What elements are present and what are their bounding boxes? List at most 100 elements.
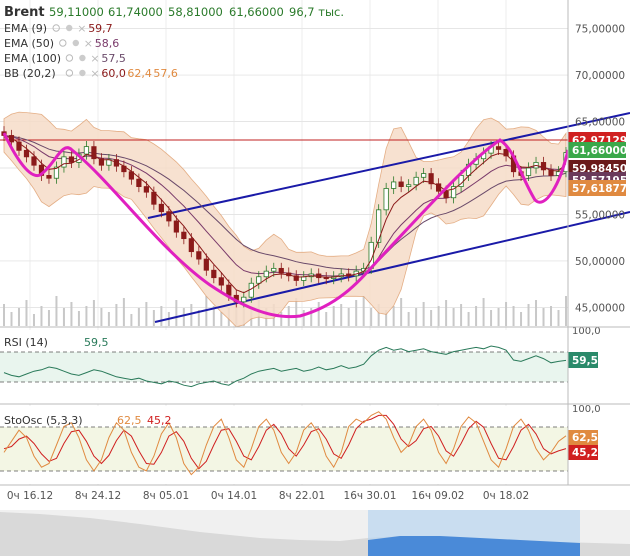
price-y-tick: 70,00000 [575,70,625,82]
indicator-value: 58,6 [95,37,120,50]
navigator-selected-area [368,536,580,556]
gear-icon[interactable] [79,54,86,62]
volume-bar [415,308,418,326]
volume-bar [527,304,530,326]
volume-bar [497,308,500,326]
volume-bar [122,298,125,326]
ohlc-close: 61,66000 [229,5,284,19]
stoch-d-tag [568,445,598,460]
volume-bar [520,312,523,326]
price-candle [428,173,434,185]
volume-bar [460,304,463,326]
price-candle [443,190,449,199]
stoch-d-value: 45,2 [147,414,172,427]
ema-9-line [3,135,567,294]
rsi-value-tag [568,352,598,368]
volume-bar [40,306,43,326]
price-candle [450,186,457,199]
time-x-axis: 0ч 16.12 8ч 24.12 8ч 05.01 0ч 14.01 8ч 22.01… [7,490,529,502]
stoch-zone-fill [0,427,568,471]
price-candle [406,184,412,187]
time-x-tick: 8ч 22.01 [279,490,325,502]
gear-icon[interactable] [66,24,73,32]
price-candle [16,141,22,151]
price-candle [83,146,90,155]
volume-bar [3,304,5,326]
close-icon[interactable]: × [84,37,93,50]
close-icon[interactable]: × [77,22,86,35]
volume-readout: 96,7 тыс. [289,5,344,19]
volume-bar [220,312,223,326]
price-candle [91,146,97,160]
rsi-line [3,345,567,388]
volume-bar [535,300,538,326]
volume-bar [280,312,283,326]
close-icon[interactable]: × [90,67,99,80]
close-icon[interactable]: × [90,52,99,65]
stochastic-panel[interactable]: StoOsc (5,3,3) 62,5 45,2 100,0 62,5 45,2 [0,404,601,484]
indicator-value: 57,5 [101,52,126,65]
price-candle [188,238,194,253]
symbol-title: Brent [4,5,45,20]
rsi-tag-text: 59,5 [572,355,598,367]
volume-bar [100,308,103,326]
gear-icon[interactable] [72,39,80,47]
volume-bar [542,308,545,326]
rsi-panel[interactable]: RSI (14) 59,5 100,0 59,5 [0,326,630,405]
volume-bar [25,300,28,326]
head-and-shoulders-pattern [2,132,570,319]
gear-icon[interactable] [79,69,86,77]
indicator-value: 60,0 [101,67,126,80]
ema-100-line [3,135,567,271]
channel-upper-line[interactable] [147,112,630,219]
price-candle [293,275,299,281]
price-candle [53,166,60,179]
time-x-tick: 16ч 09.02 [412,490,465,502]
eye-icon[interactable] [52,24,60,32]
price-candle [263,270,269,278]
price-candle [413,176,419,186]
eye-icon[interactable] [65,69,74,77]
price-candle [181,231,187,240]
volume-bar [302,310,305,326]
eye-icon[interactable] [65,54,74,62]
price-candle [23,149,30,158]
volume-bar [505,302,508,326]
indicator-name: EMA (100) [4,52,61,65]
indicator-name: BB (20,2) [4,67,56,80]
price-candle [376,209,382,243]
time-x-tick: 8ч 24.12 [75,490,121,502]
volume-bar [565,296,567,326]
stoch-y-tick: 100,0 [572,404,601,415]
price-candle [211,269,217,279]
eye-icon[interactable] [59,39,67,47]
navigator-strip[interactable] [0,510,630,556]
bollinger-band-fill [3,111,567,328]
indicator-value: 62,4 [127,67,151,80]
volume-bar [55,296,58,326]
volume-bar [10,312,13,326]
price-tag [568,180,626,196]
volume-bar [340,304,343,326]
volume-bar [370,308,373,326]
volume-bar [482,298,485,326]
stoch-title: StoOsc (5,3,3) [4,414,83,427]
time-x-tick: 16ч 30.01 [344,490,397,502]
price-candle [323,277,329,280]
price-panel[interactable]: 75,0000070,0000065,0000060,0000055,00000… [0,0,630,485]
volume-bar [377,304,380,326]
volume-bar [107,312,110,326]
channel-lower-line[interactable] [154,211,630,323]
price-candle [525,167,532,176]
ohlc-high: 61,74000 [108,5,163,19]
volume-bar [62,308,65,326]
price-y-tick: 75,00000 [575,24,625,36]
volume-bar [32,314,35,326]
volume-bar [392,306,395,326]
volume-bar [400,298,403,326]
volume-bar [137,308,140,326]
volume-bar [115,304,118,326]
